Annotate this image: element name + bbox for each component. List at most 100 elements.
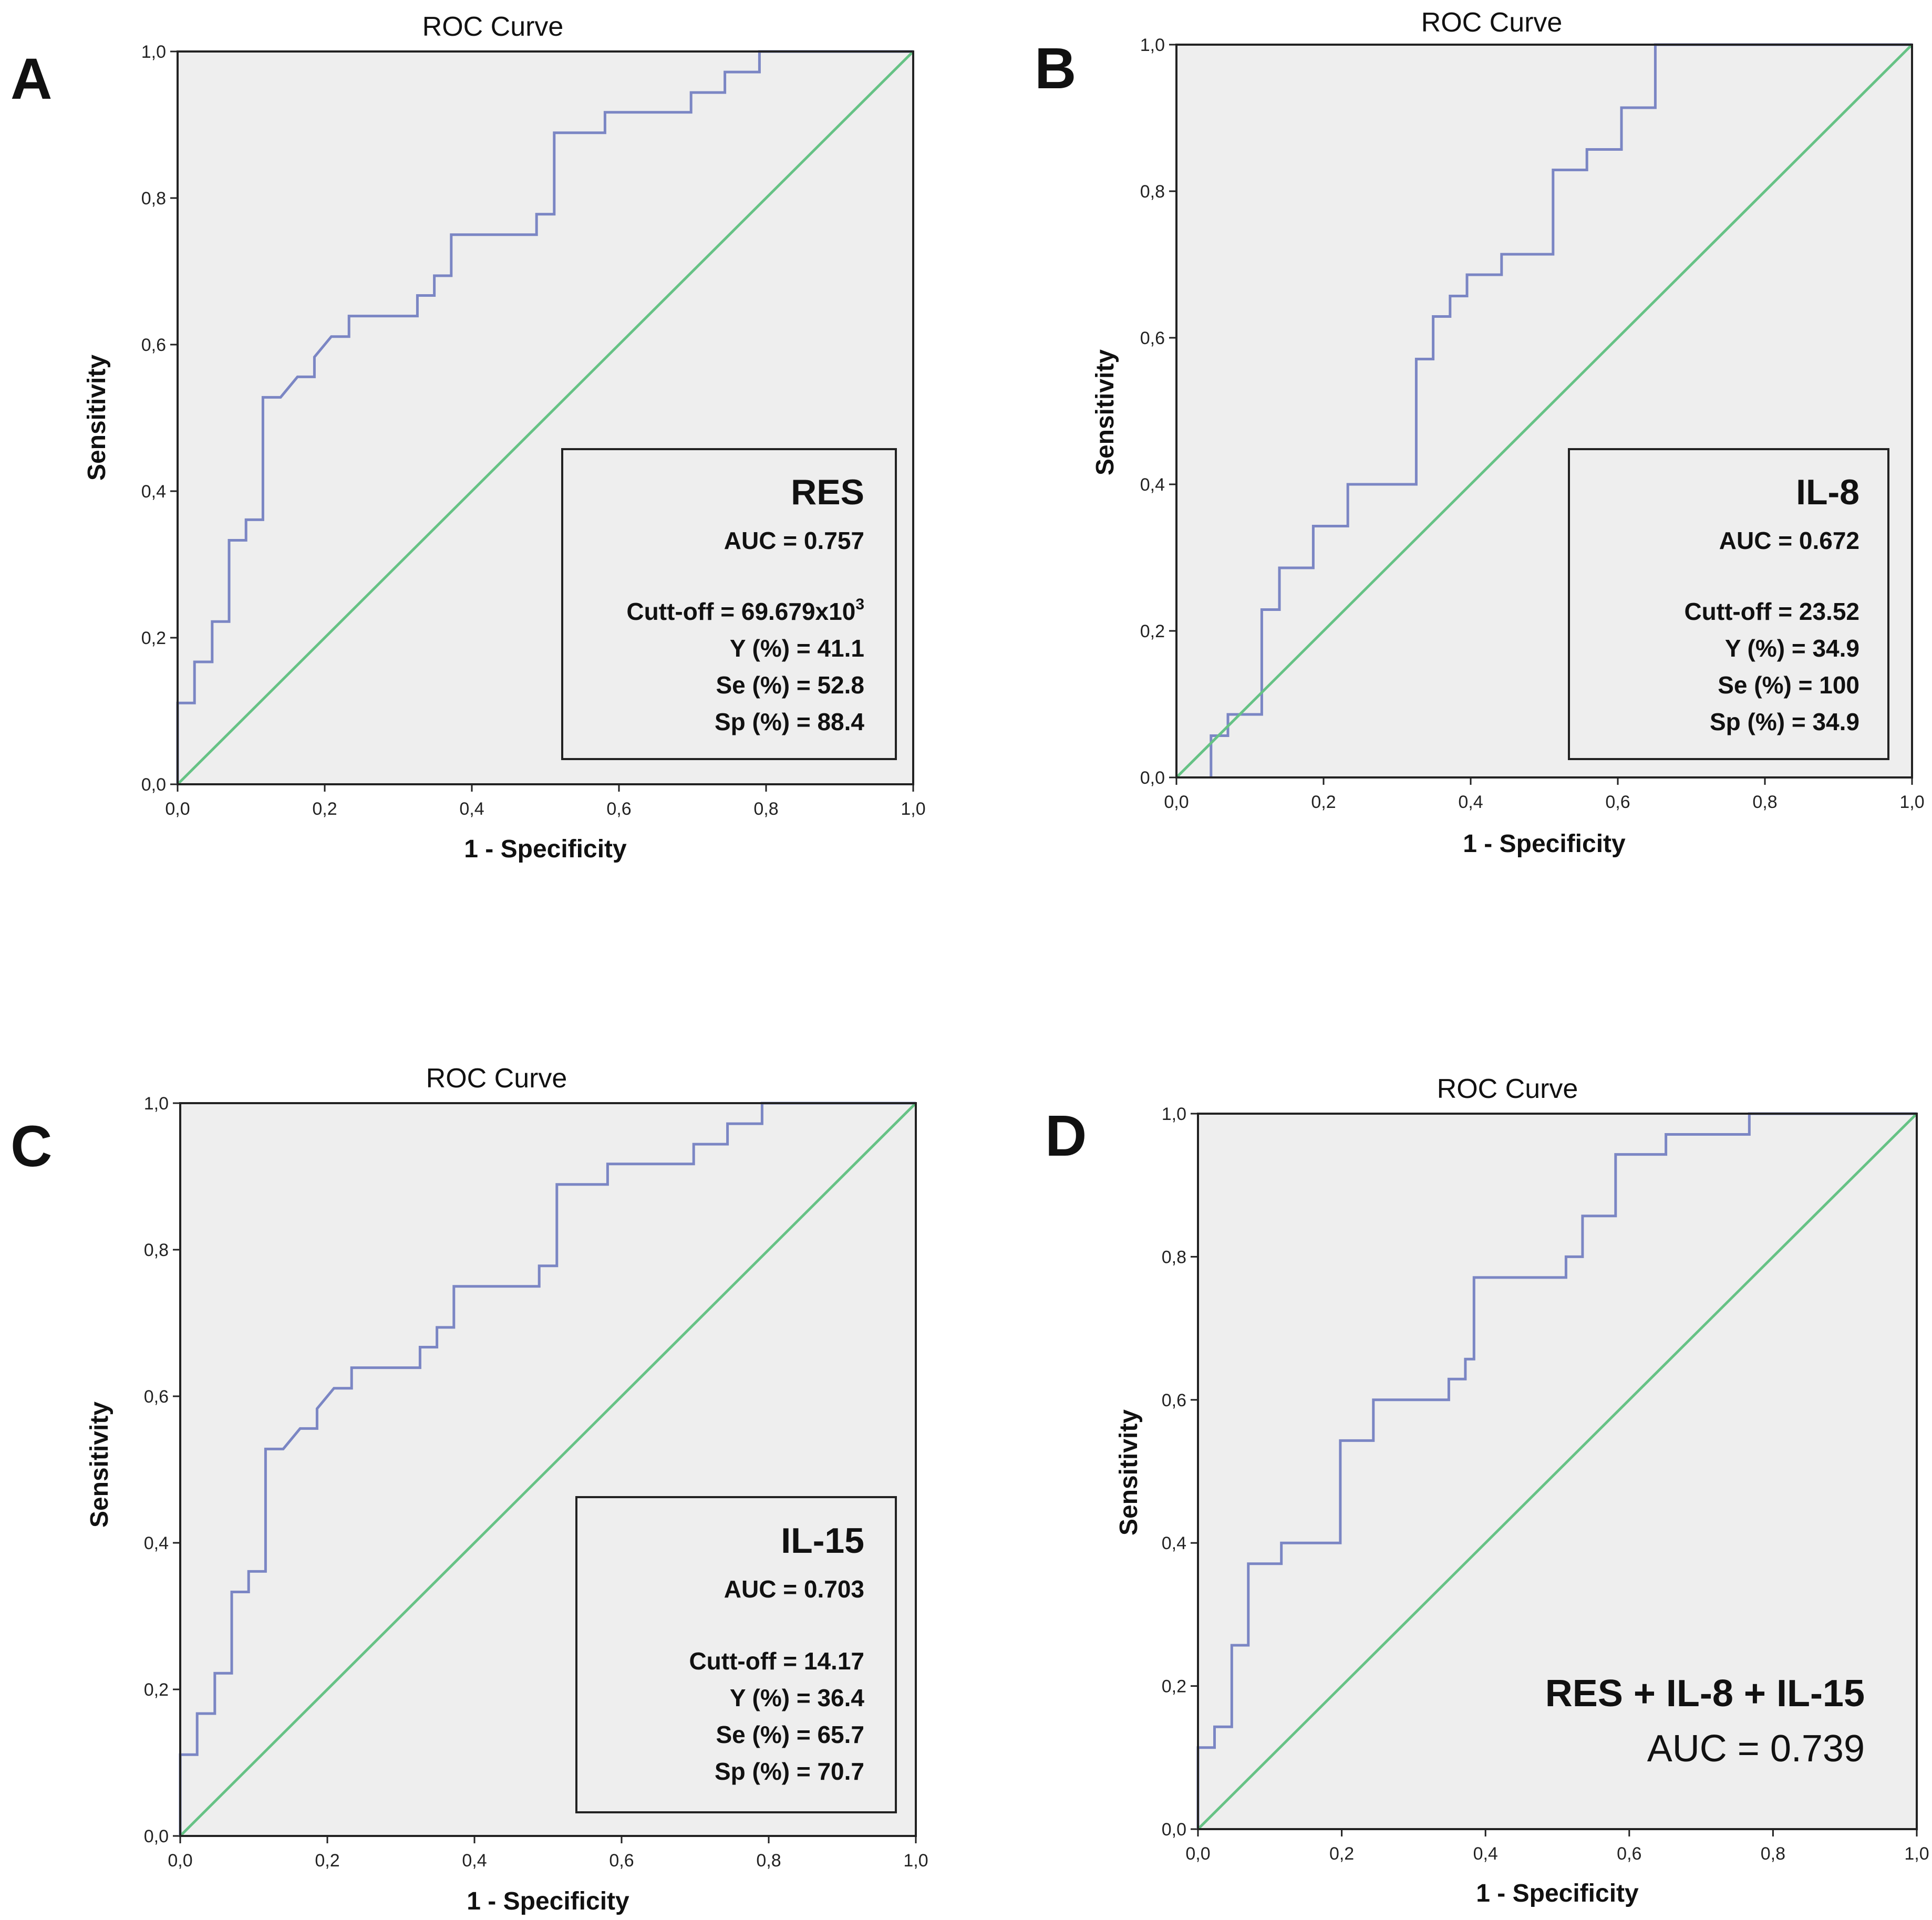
- axis-ticks: 0,0 0,2 0,4 0,6 0,8 1,0 0,0 0,2 0,4 0,6 0,8 1,0: [141, 42, 926, 819]
- legend-box: IL-8 AUC = 0.672 Cutt-off = 23.52 Y (%) …: [1568, 448, 1889, 760]
- y-tick-label: 0,4: [1162, 1533, 1186, 1553]
- panel-c: C ROC Curve 0,0 0,2 0,4 0,6 0,8 1,0 0,0 0,2 0,4 0…: [0, 960, 966, 1920]
- y-tick-label: 0,4: [141, 482, 166, 502]
- roc-curve: [176, 50, 913, 784]
- chart-title: ROC Curve: [426, 1063, 567, 1094]
- x-tick-label: 0,2: [315, 1851, 339, 1871]
- x-tick-label: 0,8: [1761, 1844, 1785, 1864]
- y-tick-label: 0,8: [1162, 1247, 1186, 1267]
- y-tick-label: 0,2: [1162, 1677, 1186, 1697]
- x-tick-label: 0,0: [165, 799, 190, 819]
- x-tick-label: 0,6: [1605, 792, 1630, 812]
- y-tick-label: 0,2: [1140, 621, 1165, 641]
- x-tick-label: 0,6: [609, 1851, 634, 1871]
- series-layer: [176, 50, 914, 785]
- legend-sensitivity: Se (%) = 65.7: [716, 1721, 864, 1748]
- y-tick-label: 0,4: [144, 1533, 169, 1553]
- legend-cutoff: Cutt-off = 14.17: [689, 1647, 864, 1675]
- x-tick-label: 0,2: [1329, 1844, 1354, 1864]
- x-tick-label: 0,6: [1617, 1844, 1641, 1864]
- legend-cutoff-superscript: 3: [855, 596, 864, 613]
- legend-title: IL-15: [781, 1521, 864, 1561]
- x-tick-label: 0,8: [756, 1851, 781, 1871]
- x-axis-label: 1 - Specificity: [467, 1887, 629, 1915]
- y-tick-label: 0,0: [144, 1826, 169, 1846]
- x-tick-label: 0,4: [1458, 792, 1483, 812]
- legend-title: RES + IL-8 + IL-15: [1545, 1673, 1865, 1715]
- roc-curve: [1210, 43, 1912, 777]
- y-tick-label: 1,0: [141, 42, 166, 62]
- x-tick-label: 0,8: [1752, 792, 1777, 812]
- legend-auc: AUC = 0.739: [1647, 1728, 1865, 1770]
- y-tick-label: 0,0: [1140, 768, 1165, 788]
- plot-frame: [1175, 44, 1913, 779]
- y-tick-label: 0,6: [141, 335, 166, 355]
- y-tick-label: 0,6: [144, 1387, 169, 1407]
- legend-title: RES: [791, 472, 864, 512]
- panel-letter: B: [1035, 36, 1076, 101]
- x-tick-label: 1,0: [1904, 1844, 1929, 1864]
- legend-sensitivity: Se (%) = 100: [1718, 671, 1859, 699]
- y-tick-label: 0,2: [141, 628, 166, 648]
- x-tick-label: 0,0: [1164, 792, 1189, 812]
- y-tick-label: 0,6: [1140, 328, 1165, 348]
- y-tick-label: 1,0: [1162, 1104, 1186, 1124]
- legend-youden: Y (%) = 36.4: [730, 1684, 865, 1711]
- y-axis-label: Sensitivity: [86, 1402, 113, 1528]
- y-axis-label: Sensitivity: [1115, 1409, 1143, 1535]
- legend-auc: AUC = 0.757: [724, 527, 864, 554]
- chart-title: ROC Curve: [1437, 1074, 1578, 1104]
- roc-chart-b: B ROC Curve 0,0 0,2 0,4 0,6 0,8 1,00,00,20,40…: [1035, 7, 1925, 858]
- y-axis-label: Sensitivity: [1091, 349, 1119, 475]
- panel-d: D ROC Curve 0,0 0,2 0,4 0,6 0,8 1,0 0,0 0,2 0,4 0…: [966, 960, 1932, 1920]
- roc-curve: [1196, 1112, 1917, 1829]
- legend-youden: Y (%) = 41.1: [730, 635, 864, 662]
- series-layer: [1175, 43, 1913, 779]
- plot-frame: [177, 50, 914, 785]
- series-layer: [1196, 1112, 1918, 1830]
- reference-line: [179, 1102, 917, 1837]
- panel-letter: A: [11, 47, 52, 111]
- x-tick-label: 0,4: [459, 799, 484, 819]
- chart-title: ROC Curve: [422, 12, 564, 42]
- y-tick-label: 1,0: [144, 1094, 169, 1114]
- y-tick-label: 0,0: [1162, 1820, 1186, 1840]
- y-tick-label: 0,6: [1162, 1390, 1186, 1410]
- x-tick-label: 0,4: [1473, 1844, 1498, 1864]
- legend-box: RES AUC = 0.757 Cutt-off = 69.679x103 Y …: [561, 448, 897, 760]
- legend-area: RES + IL-8 + IL-15 AUC = 0.739: [1545, 1673, 1865, 1770]
- legend-cutoff: Cutt-off = 23.52: [1684, 598, 1859, 625]
- x-tick-label: 0,0: [1185, 1844, 1210, 1864]
- x-tick-label: 0,0: [168, 1851, 192, 1871]
- legend-title: IL-8: [1796, 472, 1859, 512]
- panel-b: B ROC Curve 0,0 0,2 0,4 0,6 0,8 1,0 0,0 0,2 0,4 0…: [966, 0, 1932, 960]
- x-tick-label: 0,8: [753, 799, 778, 819]
- axis-ticks: 0,0 0,2 0,4 0,6 0,8 1,0 0,0 0,2 0,4 0,6 0,8 1,0: [1140, 35, 1925, 812]
- reference-line: [1197, 1113, 1918, 1830]
- y-tick-label: 1,0: [1140, 35, 1165, 55]
- y-tick-label: 0,2: [144, 1680, 169, 1700]
- legend-specificity: Sp (%) = 70.7: [715, 1758, 864, 1785]
- legend-cutoff: Cutt-off = 69.679x103: [626, 596, 864, 625]
- legend-box: IL-15 AUC = 0.703 Cutt-off = 14.17 Y (%)…: [575, 1496, 897, 1813]
- x-tick-label: 0,6: [606, 799, 631, 819]
- roc-chart-a: A ROC Curve 0,0 0,2 0,4 0,6 0,8 1,00,00,20,40…: [11, 12, 926, 863]
- chart-title: ROC Curve: [1421, 7, 1563, 38]
- roc-curve: [179, 1102, 916, 1836]
- x-tick-label: 0,4: [462, 1851, 487, 1871]
- y-axis-label: Sensitivity: [83, 355, 111, 481]
- x-tick-label: 0,2: [312, 799, 337, 819]
- plot-frame: [179, 1102, 917, 1837]
- panel-letter: D: [1045, 1104, 1087, 1168]
- y-tick-label: 0,8: [144, 1240, 169, 1260]
- axis-ticks: 0,0 0,2 0,4 0,6 0,8 1,0 0,0 0,2 0,4 0,6 0,8 1,0: [1162, 1104, 1929, 1864]
- reference-line: [1175, 44, 1913, 779]
- plot-frame: [1197, 1113, 1918, 1830]
- x-axis-label: 1 - Specificity: [1463, 830, 1626, 858]
- y-tick-label: 0,8: [141, 189, 166, 209]
- x-tick-label: 1,0: [1899, 792, 1924, 812]
- panel-a: A ROC Curve 0,0 0,2 0,4 0,6 0,8 1,0 0,0 0,2 0,4 0…: [0, 0, 966, 960]
- legend-specificity: Sp (%) = 88.4: [715, 708, 864, 735]
- legend-auc: AUC = 0.703: [724, 1575, 864, 1603]
- legend-auc: AUC = 0.672: [1719, 527, 1859, 554]
